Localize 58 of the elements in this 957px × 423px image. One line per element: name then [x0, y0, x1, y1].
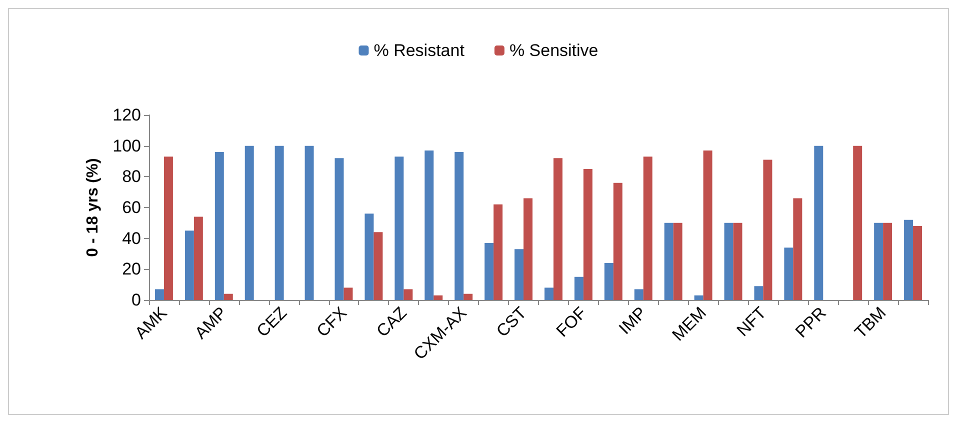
bar	[703, 150, 712, 300]
y-tick-label: 20	[122, 260, 141, 279]
bar	[904, 220, 914, 300]
bar	[553, 158, 562, 300]
bar	[404, 289, 413, 300]
bar	[394, 156, 404, 300]
y-tick-label: 0	[132, 290, 141, 310]
bar	[883, 222, 892, 300]
bar	[374, 232, 383, 300]
bar	[733, 222, 742, 300]
bar	[424, 150, 434, 300]
bar	[464, 294, 473, 300]
bar	[643, 156, 652, 300]
bar	[244, 146, 254, 300]
bar	[164, 156, 173, 300]
bar	[224, 294, 233, 300]
bar	[524, 198, 533, 300]
bar	[514, 249, 524, 300]
bar	[544, 288, 554, 300]
bar	[664, 222, 674, 300]
bar	[434, 295, 443, 300]
bar	[604, 263, 614, 300]
bar	[304, 146, 314, 300]
bar	[184, 230, 194, 300]
y-tick-label: 60	[122, 198, 141, 217]
bar	[634, 289, 644, 300]
bar	[793, 198, 802, 300]
bar	[724, 222, 734, 300]
y-tick-label: 120	[112, 106, 141, 124]
bar	[214, 152, 224, 300]
y-tick-label: 80	[122, 167, 141, 186]
bar	[874, 222, 884, 300]
legend-label: % Resistant	[374, 41, 465, 60]
bar	[454, 152, 464, 300]
bar	[583, 168, 592, 300]
bar	[784, 248, 794, 300]
x-tick-label: IMP	[615, 303, 650, 338]
bar	[334, 158, 344, 300]
legend-label: % Sensitive	[509, 41, 598, 60]
bar	[853, 146, 862, 300]
bar	[613, 182, 622, 300]
bar	[274, 146, 284, 300]
bar	[154, 289, 164, 300]
bar	[673, 222, 682, 300]
bar	[763, 160, 772, 300]
bar	[494, 204, 503, 300]
bar	[194, 216, 203, 300]
bar	[344, 288, 353, 300]
y-tick-label: 40	[122, 228, 141, 248]
y-axis-title: 0 - 18 yrs (%)	[84, 158, 102, 257]
bar	[574, 276, 584, 300]
bar	[484, 242, 494, 300]
bar	[814, 146, 824, 300]
bar	[754, 286, 764, 300]
bar	[913, 226, 922, 300]
bar	[694, 295, 704, 300]
y-tick-label: 100	[112, 136, 141, 156]
bar	[364, 214, 374, 300]
